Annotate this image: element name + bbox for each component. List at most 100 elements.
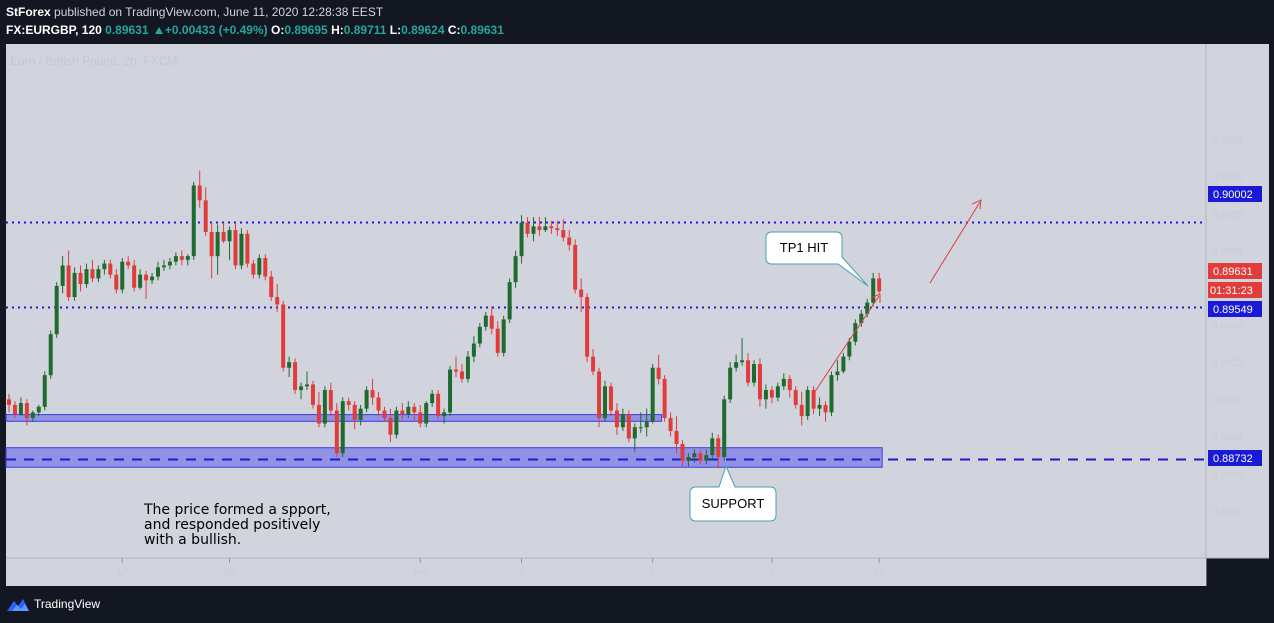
candle-up (531, 226, 536, 234)
candle-down (608, 386, 613, 411)
candle-down (400, 410, 405, 415)
candle-up (638, 427, 643, 429)
candle-up (805, 390, 810, 417)
candle-down (877, 278, 882, 292)
candle-down (12, 404, 17, 415)
y-tick-label: 0.8885 (1212, 433, 1243, 444)
tradingview-logo-icon[interactable] (6, 596, 30, 612)
candle-down (316, 404, 321, 424)
candle-up (465, 356, 470, 379)
candle-down (132, 265, 137, 288)
up-arrow-icon (154, 27, 163, 34)
candle-down (179, 256, 184, 260)
symbol-info: FX:EURGBP, 120 0.89631 +0.00433 (+0.49%)… (6, 23, 504, 37)
candle-up (322, 390, 327, 424)
candle-down (746, 360, 751, 383)
candle-down (221, 231, 226, 242)
candle-down (370, 390, 375, 398)
y-tick-label: 0.8945 (1212, 321, 1243, 332)
candle-down (126, 261, 131, 266)
candle-up (287, 362, 292, 368)
support-callout[interactable] (689, 464, 777, 522)
candle-up (847, 341, 852, 357)
candle-up (358, 408, 363, 420)
tp1-label: TP1 HIT (780, 240, 828, 255)
tp1-callout[interactable] (765, 231, 869, 287)
x-tick-label: 25 (224, 567, 236, 578)
candle-down (108, 263, 113, 275)
x-tick-label: 8 (769, 567, 775, 578)
candle-down (203, 200, 208, 232)
countdown-label (1208, 282, 1262, 298)
candle-up (424, 403, 429, 424)
tradingview-brand[interactable]: TradingView (34, 597, 101, 611)
level-high-price-text: 0.90002 (1213, 189, 1253, 201)
candle-up (364, 390, 369, 409)
candle-down (561, 230, 566, 238)
candle-up (817, 404, 822, 409)
candle-up (507, 282, 512, 320)
current-price-label (1208, 263, 1262, 279)
x-ticks-layer: 17 25 Jun 3 5 8 10 (117, 558, 885, 578)
support-zone-1 (5, 414, 663, 422)
candle-down (251, 263, 256, 275)
support-price-label (1208, 450, 1262, 466)
close-value: 0.89631 (460, 23, 504, 37)
candle-down (346, 401, 351, 405)
candle-down (549, 226, 554, 229)
candle-up (120, 261, 125, 290)
open-label: O: (270, 23, 285, 37)
chart-header: StForex published on TradingView.com, Ju… (0, 0, 1274, 42)
candle-down (674, 430, 679, 444)
candle-down (656, 367, 661, 379)
level-mid-price-label (1208, 301, 1262, 317)
candle-up (734, 362, 739, 368)
candle-up (257, 257, 262, 275)
candle-up (740, 360, 745, 363)
price-change: +0.00433 (+0.49%) (164, 23, 268, 37)
trend-arrow (811, 295, 880, 397)
candle-up (191, 185, 196, 257)
candle-down (436, 393, 441, 417)
author-name[interactable]: StForex (6, 5, 51, 19)
close-label: C: (447, 23, 461, 37)
x-tick-label: Jun (412, 567, 428, 578)
note-line-3: with a bullish. (144, 532, 241, 548)
candle-up (519, 222, 524, 257)
countdown-text: 01:31:23 (1210, 285, 1253, 297)
candle-down (7, 399, 11, 405)
plot-area[interactable] (6, 44, 1206, 558)
time-axis[interactable] (6, 558, 1206, 586)
symbol-label[interactable]: FX:EURGBP, 120 (6, 23, 102, 37)
candle-down (459, 371, 464, 379)
y-tick-label: 0.9045 (1212, 135, 1243, 146)
note-line-1: The price formed a spport, (143, 502, 331, 518)
candle-up (603, 386, 607, 418)
projection-arrowhead (971, 199, 982, 210)
y-tick-label: 0.8845 (1212, 507, 1243, 518)
publish-info: StForex published on TradingView.com, Ju… (6, 5, 383, 19)
candle-up (156, 267, 160, 277)
y-tick-label: 0.8905 (1212, 395, 1243, 406)
candle-down (388, 417, 393, 435)
candle-down (352, 404, 357, 420)
candle-down (114, 274, 119, 290)
candle-down (281, 304, 286, 368)
candle-down (263, 257, 268, 277)
price-chart[interactable]: Euro / British Pound, 2h, FXCM 0.9045 0.9… (0, 42, 1274, 586)
candle-down (418, 412, 423, 424)
candle-up (340, 401, 345, 454)
candle-up (710, 438, 715, 456)
candle-down (245, 233, 250, 264)
x-tick-label: 10 (874, 567, 886, 578)
candle-down (412, 406, 417, 413)
candle-up (138, 274, 143, 288)
support-label: SUPPORT (702, 496, 765, 511)
candle-down (233, 230, 238, 266)
candle-down (716, 438, 721, 458)
candle-down (310, 384, 315, 405)
candle-down (769, 390, 774, 398)
candle-up (722, 399, 727, 458)
current-price-text: 0.89631 (1213, 266, 1253, 278)
candle-down (811, 390, 816, 409)
